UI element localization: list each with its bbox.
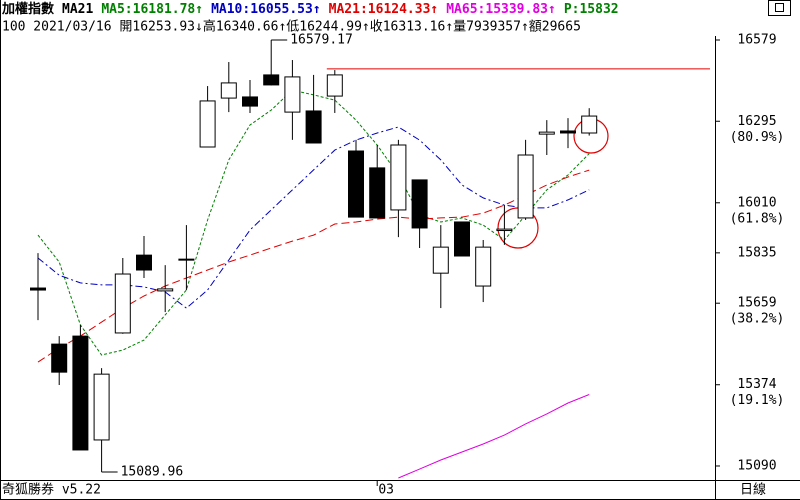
header-line-1: 加權指數 MA21 MA5:16181.78↑ MA10:16055.53↑ MA21:… [1,1,619,17]
candle-body [30,287,46,291]
candle-body [538,131,555,135]
y-tick-label: 16579 [737,33,776,48]
candle-body [326,74,343,97]
candle-body [369,167,386,219]
header-clip [712,0,768,36]
candle-body [242,96,258,107]
y-tick-label: 16010 [737,195,776,210]
fib-label: (80.9%) [730,130,785,145]
header-line-2: 100 2021/03/16 開16253.93↓高16340.66↑低1624… [2,19,581,35]
footer-left: 奇狐勝券 v5.22 [2,482,101,498]
candle-body [560,130,576,134]
y-tick-label: 16295 [737,114,776,129]
x-tick-label: 03 [378,483,394,498]
footer-right: 日線 [740,482,766,498]
header-item: MA21 [62,2,93,17]
candle-body [51,343,68,373]
candle-body [581,115,598,134]
candle-body [178,258,195,261]
ma-line [37,126,590,309]
candle-body [220,82,237,99]
candle-body [136,254,152,271]
candle-body [348,150,364,218]
annotation-label: 15089.96 [121,464,184,479]
close-button-icon [775,3,784,12]
annotation-label: 16579.17 [290,32,353,47]
candle-body [305,110,322,144]
header-item: P:15832 [564,2,619,17]
ma-line [398,394,590,479]
candle-body [72,335,89,451]
y-tick-label: 15090 [737,458,776,473]
candle-body [199,100,216,148]
candle-body [496,228,513,232]
header-item: MA21:16124.33↑ [329,2,439,17]
y-tick-label: 15374 [737,377,776,392]
y-tick-label: 15835 [737,245,776,260]
fib-label: (19.1%) [730,393,785,408]
fib-label: (38.2%) [730,312,785,327]
header-item: MA10:16055.53↑ [211,2,321,17]
candle-body [411,179,428,229]
candle-body [284,76,301,113]
y-tick-label: 15659 [737,296,776,311]
candle-body [475,246,492,287]
header-item: MA5:16181.78↑ [101,2,203,17]
fib-label: (61.8%) [730,211,785,226]
candle-body [157,288,174,292]
header-item: MA65:15339.83↑ [446,2,556,17]
candle-body [114,273,131,334]
candle-body [93,373,110,441]
candle-body [263,74,280,86]
candle-body [390,144,407,211]
candle-body [454,221,470,257]
candle-body [517,154,534,219]
candle-body [432,246,449,274]
header-item: 加權指數 [1,1,54,17]
